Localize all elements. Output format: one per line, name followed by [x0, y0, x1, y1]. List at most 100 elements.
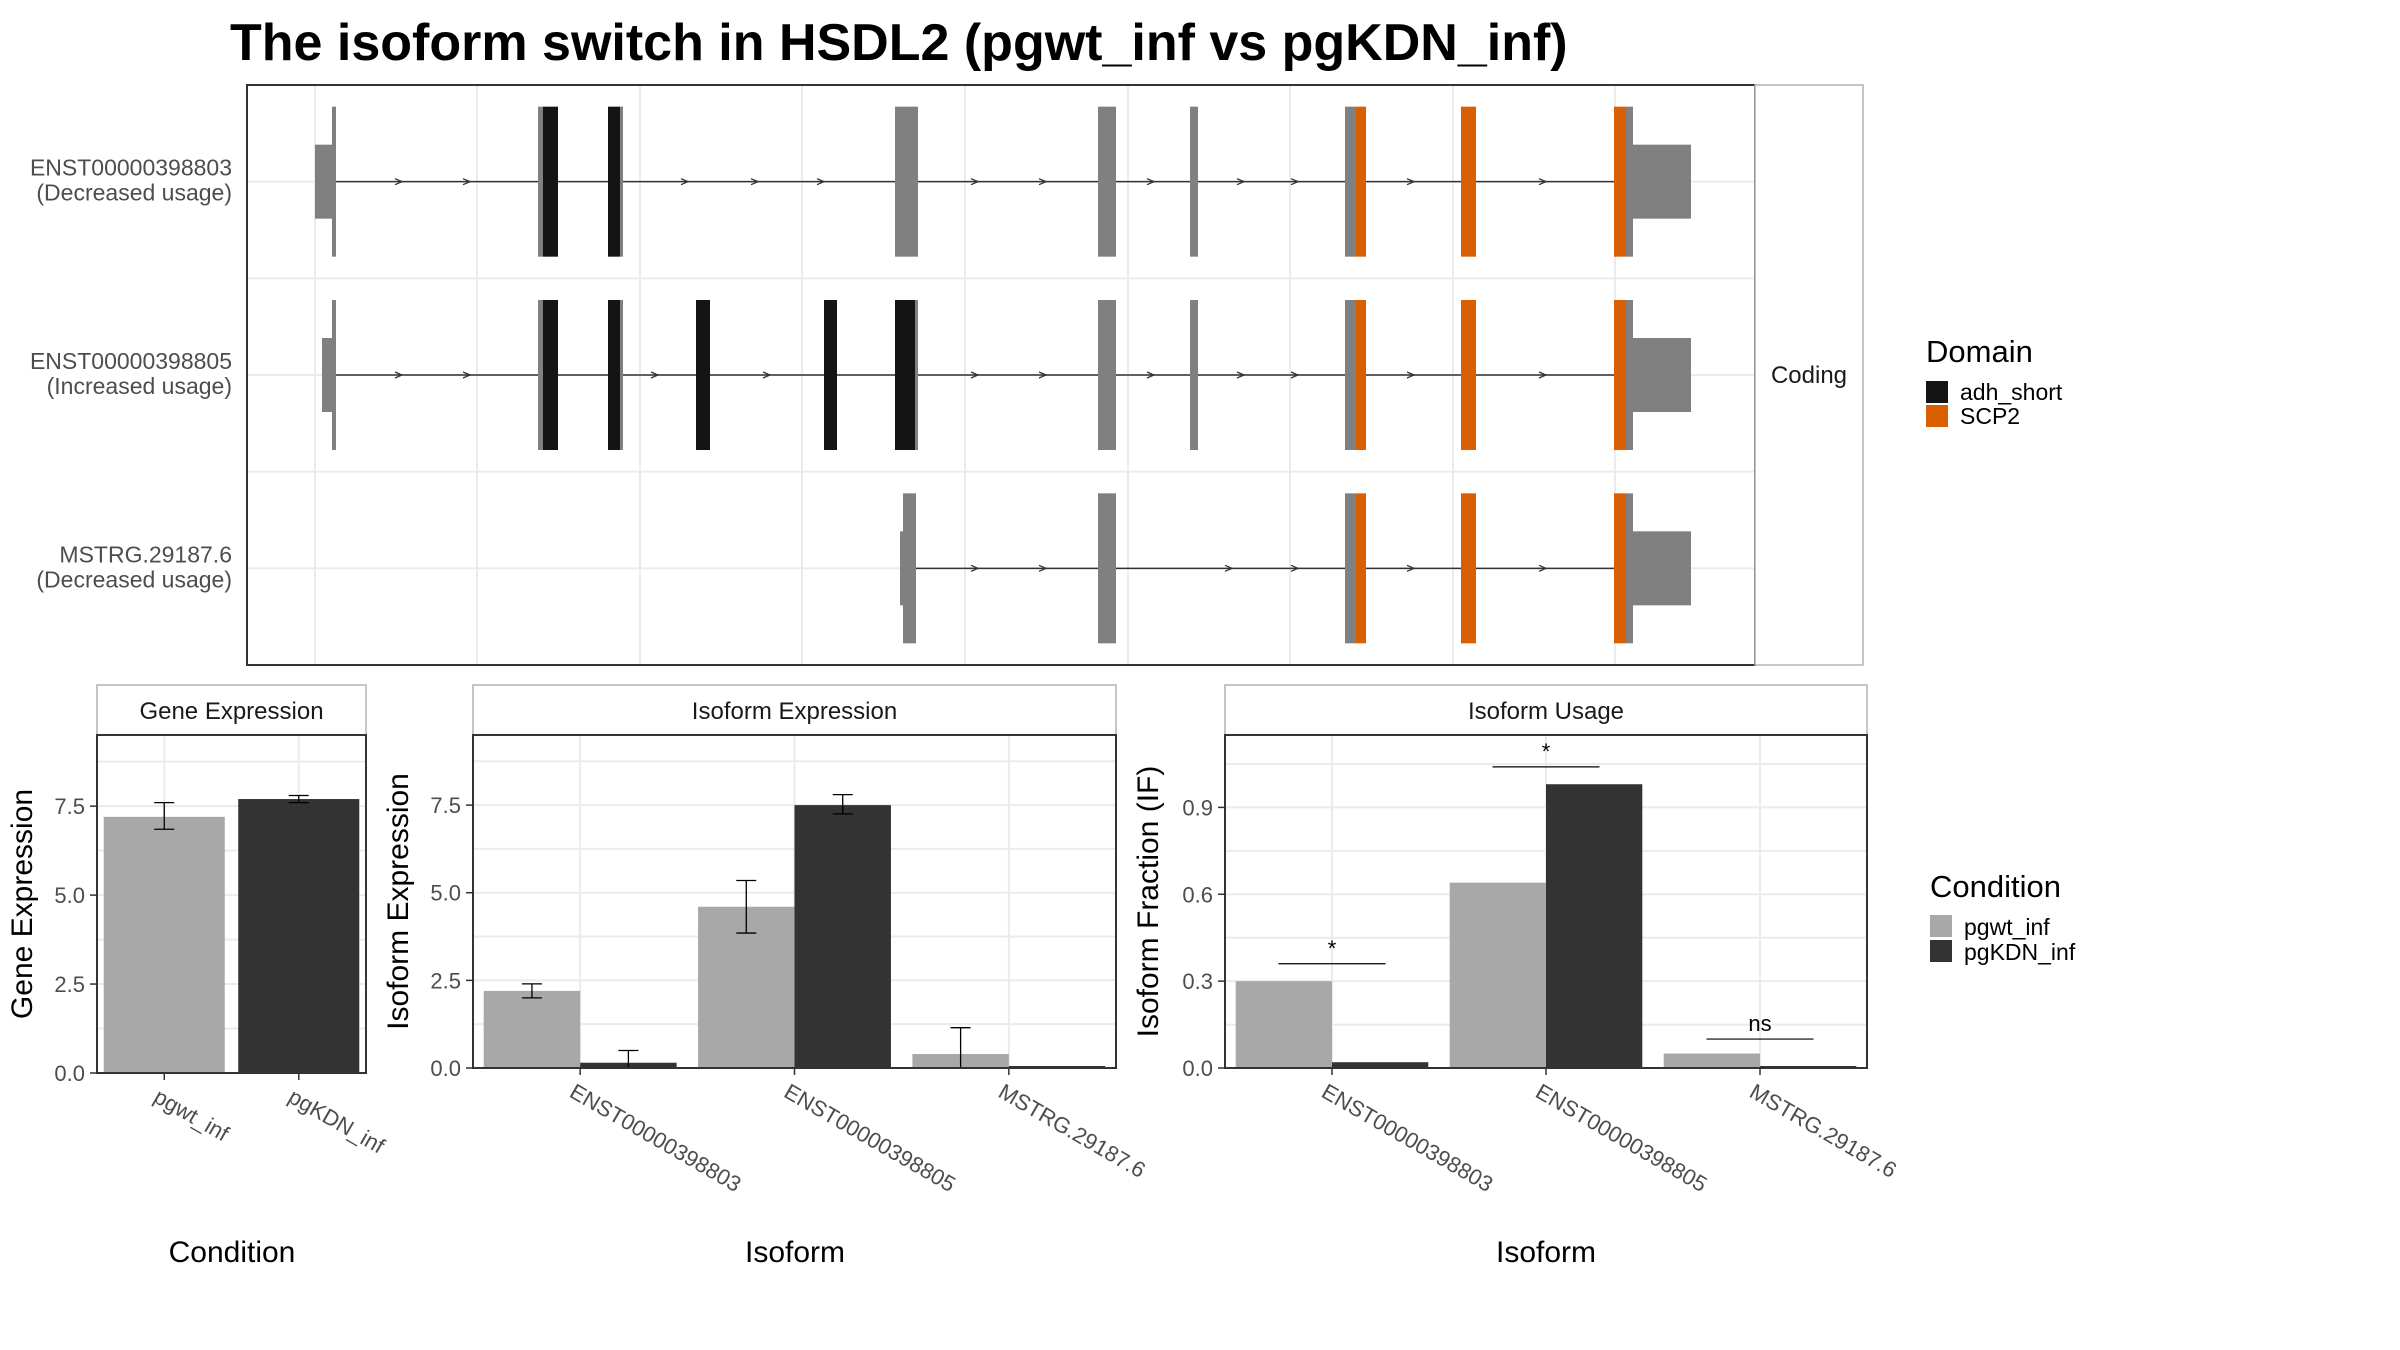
- exon: [538, 106, 543, 257]
- exon: [903, 493, 916, 644]
- panel-strip: [1224, 684, 1868, 736]
- exon-scp2: [1461, 493, 1476, 644]
- strand-arrow: [762, 371, 772, 379]
- panel-strip-label: Isoform Usage: [1468, 698, 1624, 725]
- legend-swatch-pgwt-inf: [1930, 915, 1952, 937]
- exon: [1626, 493, 1633, 644]
- utr-3prime: [1633, 144, 1691, 219]
- exon-scp2: [1461, 300, 1476, 450]
- strand-arrow: [1290, 178, 1300, 186]
- x-tick-label: MSTRG.29187.6: [994, 1079, 1149, 1183]
- exon: [895, 106, 918, 257]
- strand-arrow: [970, 371, 980, 379]
- exon-adh-short: [895, 300, 915, 450]
- x-axis-title: Condition: [169, 1236, 296, 1269]
- legend-swatch-scp2: [1926, 405, 1948, 427]
- x-tick-label: MSTRG.29187.6: [1746, 1079, 1901, 1183]
- condition-legend: Condition pgwt_inf pgKDN_inf: [1930, 869, 2076, 965]
- exon-scp2: [1356, 106, 1366, 257]
- exon-scp2: [1614, 493, 1626, 644]
- exon-scp2: [1614, 300, 1626, 450]
- x-tick-label: pgwt_inf: [150, 1084, 234, 1147]
- figure-title: The isoform switch in HSDL2 (pgwt_inf vs…: [230, 14, 1568, 72]
- exon: [1345, 106, 1356, 257]
- y-tick-label: 2.5: [430, 968, 461, 993]
- exon: [1190, 106, 1198, 257]
- x-tick-label: pgKDN_inf: [284, 1084, 389, 1159]
- exon-adh-short: [608, 300, 620, 450]
- y-tick-label: 0.0: [54, 1061, 85, 1086]
- strand-arrow: [1224, 564, 1234, 572]
- strand-arrow: [750, 178, 760, 186]
- strand-arrow: [462, 371, 472, 379]
- utr-3prime: [1633, 338, 1691, 412]
- domain-legend: Domain adh_short SCP2: [1926, 334, 2063, 429]
- bar-pgKDN_inf: [794, 805, 891, 1068]
- strand-arrow: [816, 178, 826, 186]
- significance-label: *: [1542, 739, 1551, 764]
- legend-label-adh-short: adh_short: [1960, 379, 2063, 405]
- y-tick-label: 7.5: [54, 794, 85, 819]
- utr-5prime: [315, 144, 336, 219]
- exon: [1098, 300, 1116, 450]
- isoform-row-label: ENST00000398805: [30, 348, 232, 374]
- exon-scp2: [1461, 106, 1476, 257]
- x-tick-label: ENST00000398803: [566, 1079, 746, 1197]
- exon-adh-short: [543, 300, 558, 450]
- strand-arrow: [970, 564, 980, 572]
- y-axis-title: Gene Expression: [6, 789, 39, 1019]
- exon-scp2: [1356, 300, 1366, 450]
- exon: [1098, 106, 1116, 257]
- legend-label-scp2: SCP2: [1960, 403, 2020, 429]
- exon: [538, 300, 543, 450]
- strand-arrow: [1038, 178, 1048, 186]
- bar-pgwt_inf: [1663, 1053, 1760, 1068]
- isoform-usage-label: (Increased usage): [47, 373, 232, 399]
- y-tick-label: 0.9: [1182, 795, 1213, 820]
- exon: [1626, 300, 1633, 450]
- isoform-usage-label: (Decreased usage): [36, 566, 232, 592]
- condition-legend-title: Condition: [1930, 869, 2061, 904]
- strand-arrow: [1538, 178, 1548, 186]
- y-axis-title: Isoform Fraction (IF): [1132, 766, 1165, 1038]
- exon-adh-short: [543, 106, 558, 257]
- panel-strip: [96, 684, 367, 736]
- y-tick-label: 7.5: [430, 793, 461, 818]
- significance-label: ns: [1748, 1011, 1771, 1036]
- y-tick-label: 0.0: [430, 1056, 461, 1081]
- exon: [1345, 300, 1356, 450]
- exon-scp2: [1356, 493, 1366, 644]
- isoform-row-label: MSTRG.29187.6: [59, 541, 232, 567]
- x-tick-label: ENST00000398805: [780, 1079, 960, 1197]
- strand-arrow: [394, 371, 404, 379]
- exon: [1345, 493, 1356, 644]
- exon-adh-short: [696, 300, 710, 450]
- utr-5prime: [900, 531, 905, 606]
- legend-label-pgkdn-inf: pgKDN_inf: [1964, 939, 2076, 965]
- isoform-expression-panel: Isoform Expression 0.0 2.5 5.0 7.5 ENST000003…: [382, 684, 1150, 1269]
- strand-arrow: [650, 371, 660, 379]
- bar-pgwt_inf: [483, 990, 581, 1068]
- strand-arrow: [1038, 371, 1048, 379]
- exon: [332, 300, 336, 450]
- exon: [1098, 493, 1116, 644]
- structure-strip: [1754, 84, 1864, 666]
- strand-arrow: [1406, 564, 1416, 572]
- exon: [1626, 106, 1633, 257]
- strand-arrow: [1290, 371, 1300, 379]
- strand-arrow: [394, 178, 404, 186]
- exon: [620, 300, 623, 450]
- y-tick-label: 0.6: [1182, 882, 1213, 907]
- transcript-structure-panel: ENST00000398803(Decreased usage)ENST0000…: [30, 84, 1864, 666]
- strand-arrow: [1406, 371, 1416, 379]
- bar-pgKDN_inf: [1546, 784, 1643, 1068]
- bar-pgwt_inf: [1449, 882, 1546, 1068]
- gene-expression-panel: Gene Expression 0.0 2.5 5.0 7.5 pgwt_inf pgKDN…: [6, 684, 390, 1269]
- strand-arrow: [1236, 178, 1246, 186]
- domain-legend-title: Domain: [1926, 334, 2033, 369]
- strand-arrow: [1146, 178, 1156, 186]
- strand-arrow: [1146, 371, 1156, 379]
- strand-arrow: [1038, 564, 1048, 572]
- strand-arrow: [1538, 371, 1548, 379]
- y-tick-label: 2.5: [54, 972, 85, 997]
